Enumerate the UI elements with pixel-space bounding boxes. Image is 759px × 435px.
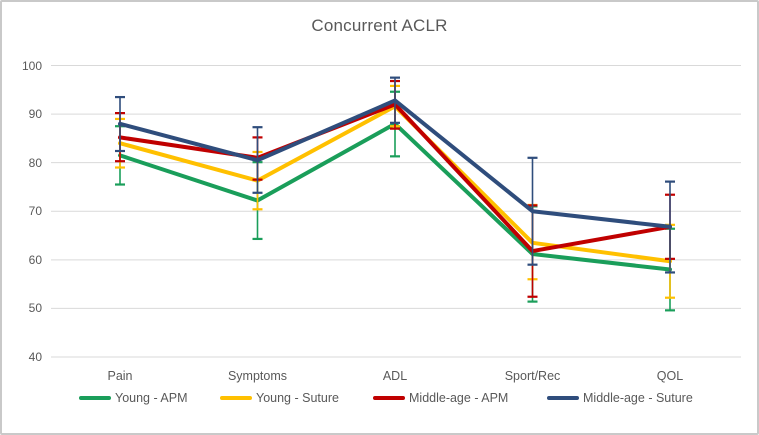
y-axis-tick-label: 40: [28, 349, 42, 364]
legend-label: Middle-age - APM: [409, 391, 509, 405]
x-axis-category-label: ADL: [382, 369, 408, 383]
legend-item-middleage-apm: Middle-age - APM: [373, 390, 508, 406]
y-axis-tick-label: 60: [28, 252, 42, 267]
y-axis-tick-label: 50: [28, 301, 42, 316]
y-axis-tick-label: 90: [28, 107, 42, 122]
legend-item-middleage-suture: Middle-age - Suture: [547, 390, 693, 406]
series-line: [118, 98, 672, 229]
legend-line-marker: [220, 396, 252, 400]
y-axis-tick-label: 80: [28, 155, 42, 170]
legend-label: Young - Suture: [256, 391, 339, 405]
legend-label: Middle-age - Suture: [583, 391, 693, 405]
legend-line-marker: [373, 396, 405, 400]
chart-title: Concurrent ACLR: [311, 16, 448, 35]
x-axis-category-label: Pain: [107, 369, 133, 383]
y-axis-tick-label: 70: [28, 204, 42, 219]
legend-label: Young - APM: [115, 391, 188, 405]
legend-line-marker: [547, 396, 579, 400]
x-axis-category-label: QOL: [656, 369, 684, 383]
legend-item-young-suture: Young - Suture: [220, 390, 339, 406]
y-axis-tick-label: 100: [21, 58, 42, 73]
legend-item-young-apm: Young - APM: [79, 390, 188, 406]
x-axis-category-label: Sport/Rec: [504, 369, 561, 383]
x-axis-category-label: Symptoms: [227, 369, 288, 383]
legend-line-marker: [79, 396, 111, 400]
